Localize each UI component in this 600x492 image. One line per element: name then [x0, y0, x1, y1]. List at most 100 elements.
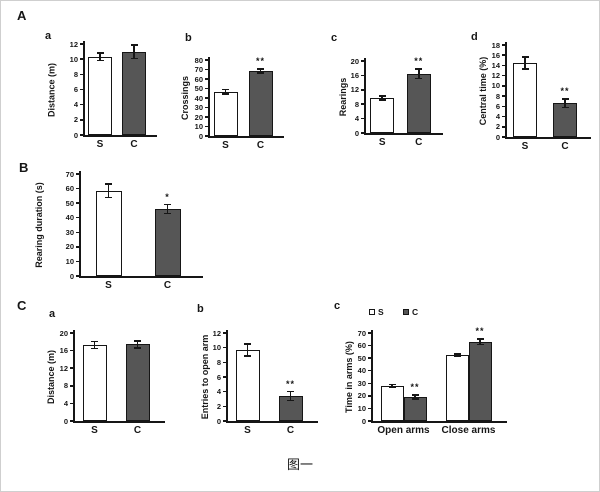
y-tick-mark [368, 407, 371, 410]
bar-s [370, 98, 395, 133]
y-axis [226, 330, 228, 421]
chart-rearings: Rearings 0 4 8 12 16 20 S C ** [317, 37, 447, 153]
error-bar-cap [388, 386, 396, 388]
error-bar-cap [222, 93, 229, 95]
error-bar-cap [561, 106, 569, 109]
error-bar [166, 204, 169, 214]
y-tick-mark [368, 357, 371, 359]
error-bar-cap [91, 347, 98, 350]
y-tick-label: 6 [73, 85, 78, 94]
error-bar-cap [388, 383, 396, 386]
error-bar [133, 44, 135, 59]
error-bar [414, 395, 416, 399]
x-axis [73, 421, 165, 423]
y-tick-label: 2 [216, 401, 221, 411]
bar-c [154, 208, 181, 276]
subpanel-label-a-c: c [331, 32, 338, 44]
error-bar-cap [378, 99, 386, 102]
y-tick-label: 2 [73, 115, 78, 125]
bar-c [403, 397, 427, 421]
y-tick-label: 6 [216, 372, 221, 382]
error-bar-cap [411, 398, 419, 400]
bar-s [380, 385, 404, 421]
bar-s [213, 91, 238, 136]
error-bar-cap [521, 55, 529, 58]
y-tick-mark [205, 97, 208, 99]
y-tick-mark [223, 390, 226, 393]
y-tick-mark [80, 43, 83, 45]
error-bar-cap [287, 399, 294, 402]
y-tick-mark [502, 54, 505, 56]
error-bar-cap [130, 57, 138, 60]
subpanel-label-c-a: a [49, 308, 56, 320]
bar-c [125, 344, 150, 421]
y-tick-label: 10 [357, 403, 366, 413]
error-bar-cap [96, 59, 104, 62]
y-tick-mark [80, 73, 83, 76]
y-tick-label: 12 [491, 71, 500, 81]
error-bar-cap [244, 354, 251, 357]
error-bar [381, 95, 384, 101]
y-axis [73, 330, 75, 421]
y-tick-mark [223, 420, 226, 422]
y-tick-label: 0 [69, 271, 74, 281]
error-bar [524, 56, 526, 70]
x-category-label: S [521, 141, 529, 152]
y-tick-mark [205, 135, 208, 137]
y-tick-mark [80, 58, 83, 60]
y-tick-mark [80, 88, 83, 91]
error-bar [136, 340, 139, 348]
x-category-label: C [133, 425, 142, 436]
chart-crossings: Crossings 0 10 20 30 40 50 60 70 80 S C ** [171, 37, 301, 153]
error-bar [564, 99, 566, 108]
x-category-label: S [91, 425, 98, 436]
y-tick-label: 4 [73, 100, 78, 110]
bar-c [122, 51, 146, 135]
bar-c [406, 73, 431, 133]
y-tick-label: 50 [194, 84, 203, 93]
y-tick-label: 16 [491, 50, 500, 60]
chart-entries-open-arm: Entries to open arm 0 2 4 6 8 10 12 S C ** [191, 321, 321, 439]
y-tick-mark [502, 115, 505, 118]
bar-s [445, 355, 469, 421]
y-tick-mark [502, 126, 505, 128]
y-tick-mark [205, 87, 208, 90]
y-tick-label: 4 [216, 387, 221, 397]
y-tick-label: 12 [59, 363, 68, 373]
y-tick-label: 60 [357, 341, 366, 351]
y-tick-label: 40 [357, 366, 366, 376]
y-tick-label: 0 [495, 132, 500, 142]
y-tick-label: 60 [194, 74, 203, 84]
error-bar [107, 184, 110, 198]
chart-epm-distance: Distance (m) 0 4 8 12 16 20 S C [26, 321, 166, 439]
y-tick-mark [70, 402, 73, 405]
error-bar-cap [521, 68, 529, 70]
x-category-label: C [163, 280, 172, 291]
significance-marker: * [165, 191, 170, 202]
legend-swatch-c [403, 309, 409, 315]
y-tick-mark [502, 44, 505, 46]
y-tick-mark [205, 125, 208, 128]
y-tick-mark [70, 367, 73, 369]
y-tick-mark [76, 231, 79, 234]
y-tick-label: 0 [361, 416, 366, 426]
x-axis [364, 133, 443, 135]
error-bar-cap [378, 95, 386, 97]
y-tick-mark [223, 346, 226, 349]
bar-c [248, 70, 273, 136]
y-tick-label: 4 [495, 112, 500, 122]
y-tick-label: 0 [63, 416, 68, 426]
bar-s [88, 56, 112, 135]
x-category-label: S [244, 425, 251, 436]
y-tick-label: 16 [59, 346, 68, 356]
y-tick-label: 0 [73, 130, 78, 140]
y-axis [371, 330, 373, 421]
x-category-label: S [96, 139, 104, 150]
y-tick-label: 20 [357, 391, 366, 401]
panel-label-a: A [17, 8, 27, 23]
y-tick-label: 70 [357, 328, 366, 338]
y-tick-mark [205, 68, 208, 71]
error-bar-cap [105, 183, 112, 185]
error-bar-cap [287, 390, 294, 393]
